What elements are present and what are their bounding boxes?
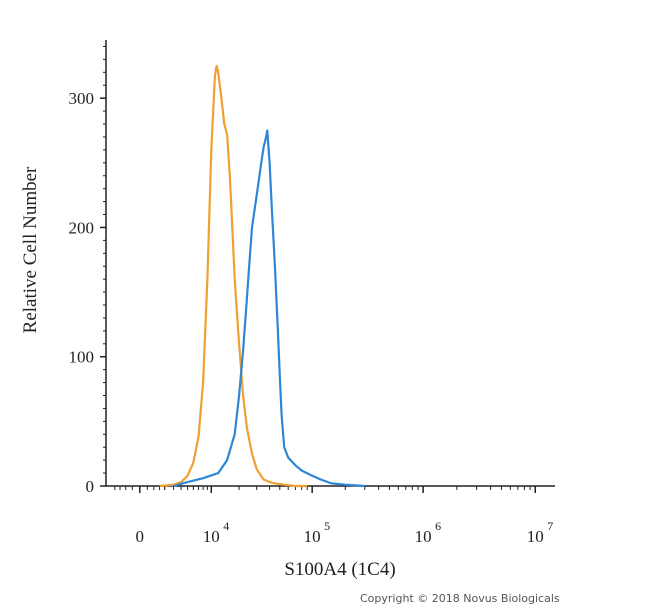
series-line-2	[173, 129, 365, 488]
y-tick-label: 100	[69, 348, 95, 367]
copyright-text: Copyright © 2018 Novus Biologicals	[360, 592, 560, 605]
y-tick-label: 300	[69, 89, 95, 108]
y-axis-title: Relative Cell Number	[20, 166, 41, 333]
x-tick-label: 0	[136, 527, 145, 546]
x-tick-label: 10	[304, 527, 321, 546]
x-tick-label: 10	[527, 527, 544, 546]
y-axis-ticks: 0 100 200 300	[69, 45, 106, 496]
y-tick-label: 200	[69, 218, 95, 237]
y-tick-label: 0	[86, 477, 95, 496]
x-tick-label: 10	[415, 527, 432, 546]
series-group	[159, 64, 365, 488]
x-tick-exponent: 6	[435, 519, 441, 533]
series-line-1	[159, 64, 308, 488]
x-tick-exponent: 5	[324, 519, 330, 533]
axes	[105, 40, 555, 487]
x-tick-label: 10	[203, 527, 220, 546]
x-axis-title: S100A4 (1C4)	[284, 559, 395, 580]
x-tick-exponent: 7	[547, 519, 553, 533]
x-tick-exponent: 4	[223, 519, 229, 533]
